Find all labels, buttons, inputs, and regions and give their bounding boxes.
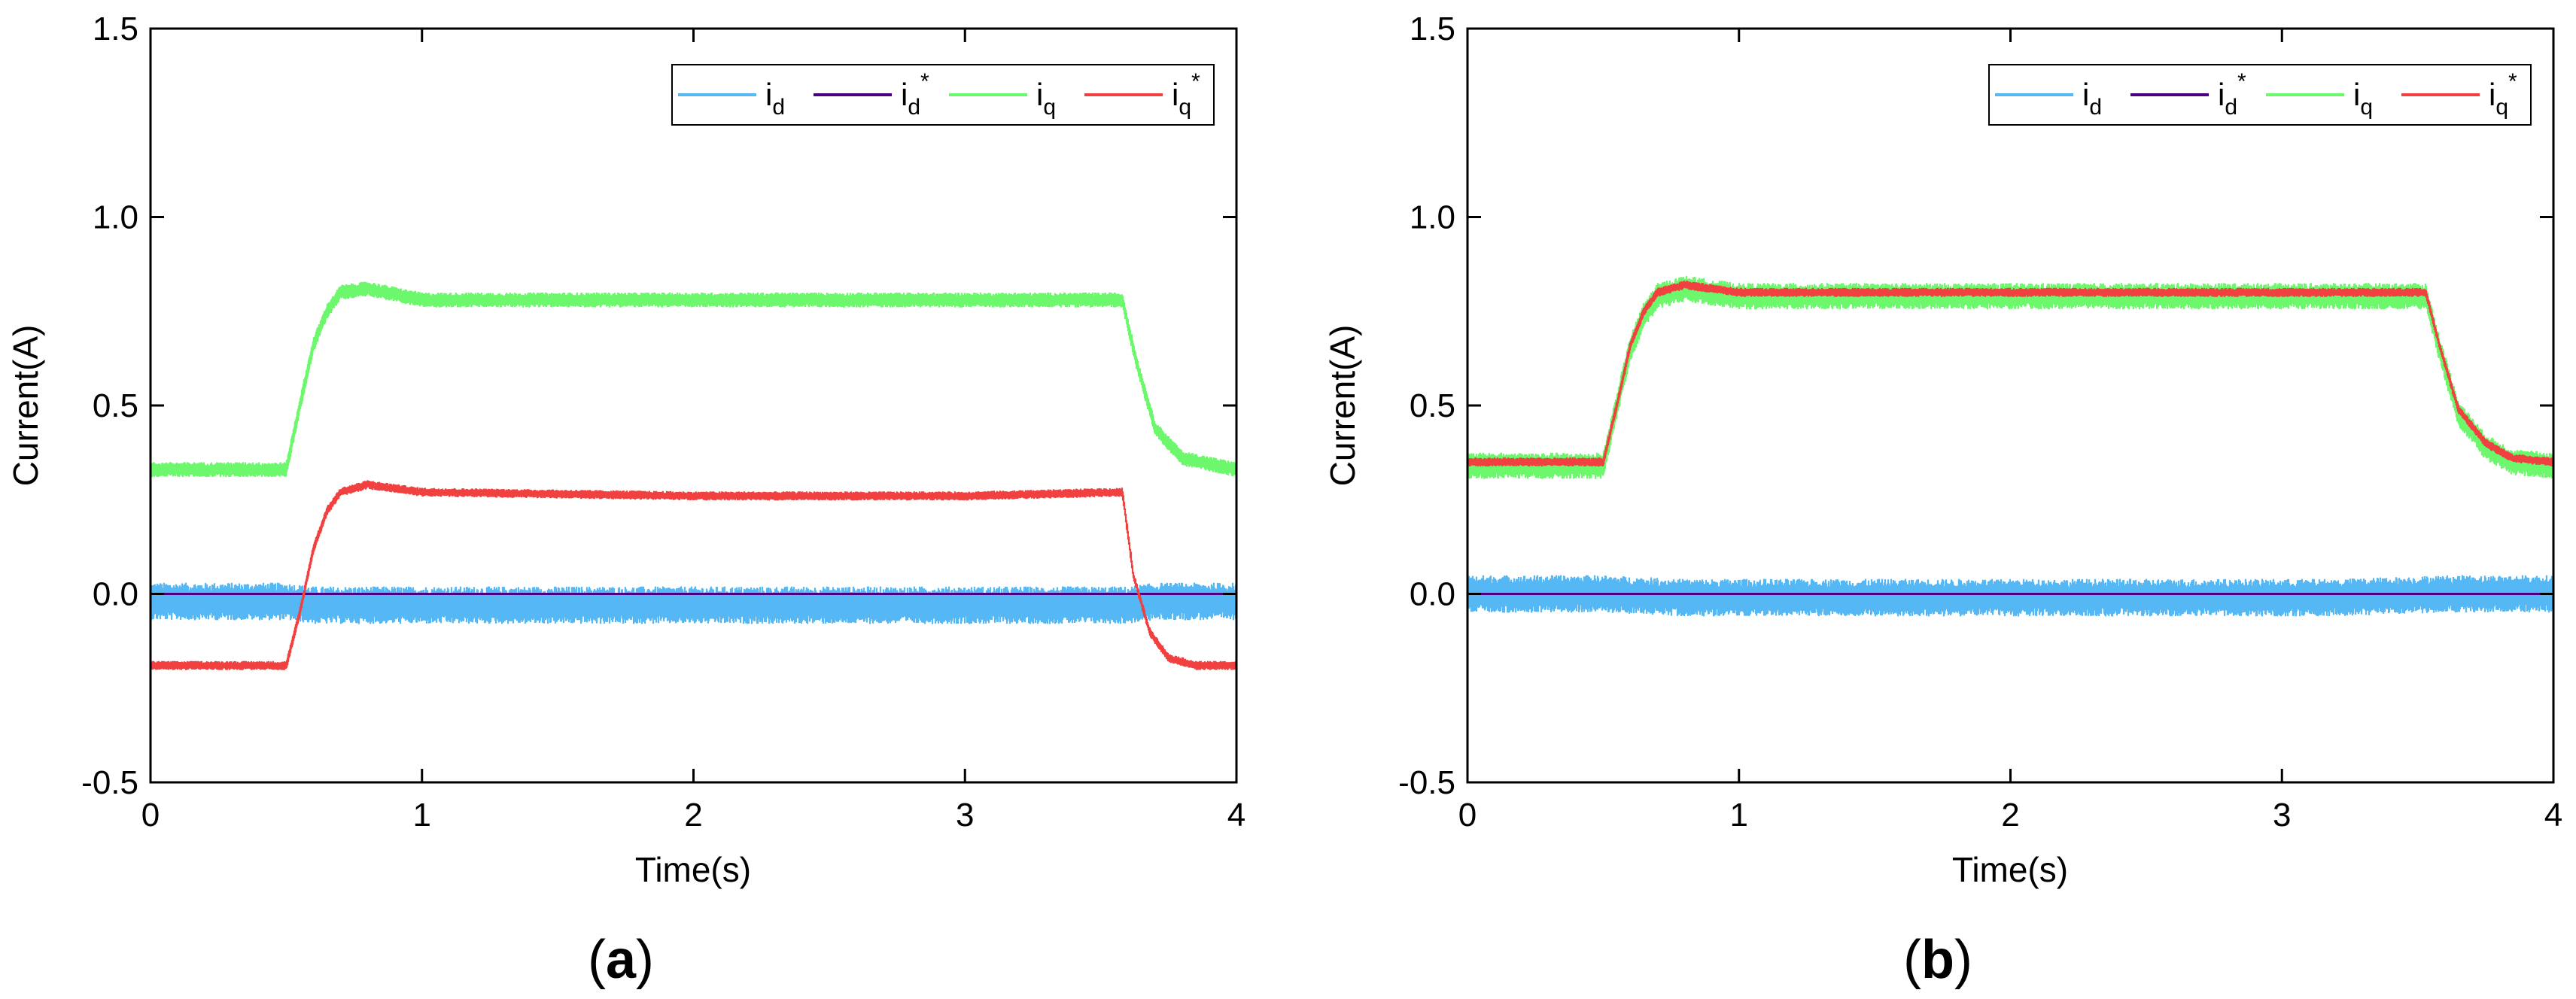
legend-label: id xyxy=(765,77,785,120)
x-axis-label: Time(s) xyxy=(635,850,751,889)
legend-label: iq xyxy=(1036,77,1056,120)
x-tick-label: 3 xyxy=(956,797,974,834)
x-tick-label: 1 xyxy=(1730,797,1748,834)
series-layer xyxy=(1467,275,2553,617)
x-tick-label: 1 xyxy=(413,797,431,834)
plot-frame xyxy=(1466,27,2555,784)
series-layer xyxy=(151,281,1236,670)
legend-label: id xyxy=(2082,77,2102,120)
y-tick-label: 0.5 xyxy=(93,387,138,424)
y-tick-label: -0.5 xyxy=(81,764,138,801)
y-tick-label: 1.5 xyxy=(93,11,138,47)
x-tick-label: 0 xyxy=(1458,797,1477,834)
x-tick-label: 2 xyxy=(2001,797,2019,834)
panel-letter: a xyxy=(606,930,637,990)
series-line-i-q xyxy=(151,281,1236,478)
legend-label: id* xyxy=(2218,69,2246,120)
x-axis-label: Time(s) xyxy=(1952,850,2068,889)
series-line-i-d xyxy=(1467,575,2553,617)
panel-caption: (a) xyxy=(588,930,654,990)
y-tick-label: -0.5 xyxy=(1398,764,1455,801)
series-line-i-d xyxy=(151,582,1236,624)
plot-frame xyxy=(149,27,1238,784)
series-line-i-q-star xyxy=(1467,281,2553,467)
y-tick-label: 0.5 xyxy=(1410,387,1455,424)
legend: id id* iq iq* xyxy=(671,64,1215,126)
chart-panel-a: 0 1 2 3 4 -0.5 0.0 0.5 1.0 1.5 Time(s) Current(A)… xyxy=(6,11,1245,990)
legend: id id* iq iq* xyxy=(1988,64,2532,126)
x-tick-label: 0 xyxy=(141,797,160,834)
y-tick-label: 1.0 xyxy=(93,199,138,236)
y-tick-label: 0.0 xyxy=(93,576,138,613)
y-tick-label: 1.5 xyxy=(1410,11,1455,47)
series-line-i-q-star xyxy=(151,480,1236,670)
panel-letter: b xyxy=(1921,930,1954,990)
legend-label: iq* xyxy=(1172,69,1200,120)
legend-label: id* xyxy=(901,69,929,120)
y-axis-label: Current(A) xyxy=(6,325,45,487)
x-tick-label: 2 xyxy=(684,797,702,834)
legend-label: iq* xyxy=(2489,69,2517,120)
y-tick-label: 1.0 xyxy=(1410,199,1455,236)
series-line-i-q xyxy=(1467,275,2553,479)
y-axis-label: Current(A) xyxy=(1323,325,1362,487)
chart-panel-b: 0 1 2 3 4 -0.5 0.0 0.5 1.0 1.5 Time(s) Current(A)… xyxy=(1323,11,2562,990)
x-tick-label: 4 xyxy=(2544,797,2562,834)
panel-caption: (b) xyxy=(1903,930,1972,990)
x-tick-label: 4 xyxy=(1227,797,1245,834)
y-tick-label: 0.0 xyxy=(1410,576,1455,613)
x-tick-label: 3 xyxy=(2273,797,2291,834)
legend-label: iq xyxy=(2353,77,2373,120)
